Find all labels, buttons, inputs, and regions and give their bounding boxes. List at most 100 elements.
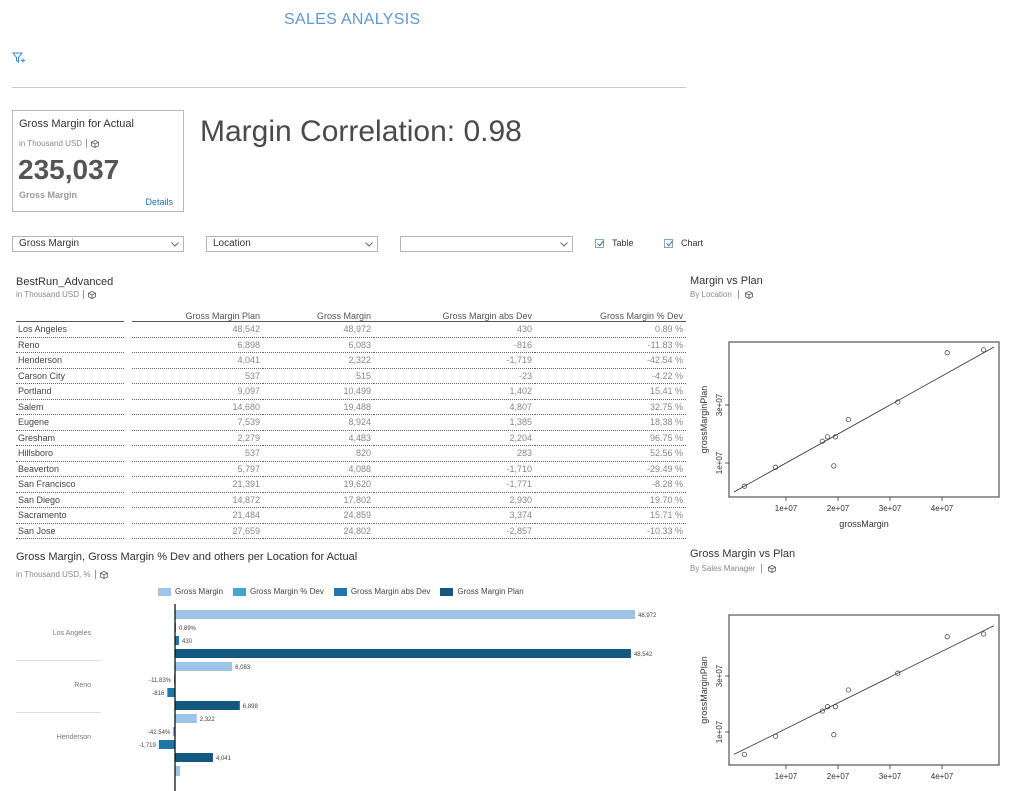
pct-dev-cell: 0.89 % bbox=[535, 321, 686, 338]
bar bbox=[175, 649, 631, 658]
chart-checkbox[interactable]: Chart bbox=[664, 238, 703, 248]
legend-item[interactable]: Gross Margin bbox=[158, 587, 223, 596]
abs-dev-cell: -23 bbox=[374, 368, 535, 384]
separator bbox=[83, 290, 84, 299]
column-header[interactable]: Gross Margin abs Dev bbox=[374, 306, 535, 322]
x-tick-label: 1e+07 bbox=[775, 504, 798, 513]
table-row[interactable]: San Francisco 21,391 19,620 -1,771 -8.28 % bbox=[16, 476, 686, 493]
table-row[interactable]: Carson City 537 515 -23 -4.22 % bbox=[16, 368, 686, 384]
details-link[interactable]: Details bbox=[145, 197, 173, 207]
location-cell: San Francisco bbox=[16, 476, 124, 493]
scatter-point bbox=[845, 416, 851, 423]
scatter-point bbox=[741, 483, 747, 489]
chevron-down-icon bbox=[365, 242, 373, 247]
table-row[interactable]: San Diego 14,872 17,802 2,930 19.70 % bbox=[16, 492, 686, 508]
kpi-unit-row: in Thousand USD bbox=[19, 139, 99, 148]
table-row[interactable]: Gresham 2,279 4,483 2,204 96.75 % bbox=[16, 430, 686, 446]
abs-dev-cell: 283 bbox=[374, 445, 535, 462]
location-cell: Reno bbox=[16, 337, 124, 353]
measure-select[interactable]: Gross Margin bbox=[12, 236, 184, 252]
table-row[interactable]: Los Angeles 48,542 48,972 430 0.89 % bbox=[16, 321, 686, 338]
legend-item[interactable]: Gross Margin % Dev bbox=[233, 587, 324, 596]
plan-cell: 6,898 bbox=[132, 337, 263, 353]
legend-item[interactable]: Gross Margin abs Dev bbox=[333, 587, 431, 596]
plan-cell: 21,391 bbox=[132, 476, 263, 493]
gross-margin-cell: 4,483 bbox=[263, 430, 374, 446]
bar bbox=[158, 740, 175, 749]
plan-cell: 4,041 bbox=[132, 352, 263, 369]
y-tick-label: 1e+07 bbox=[715, 720, 724, 743]
column-header[interactable]: Gross Margin % Dev bbox=[535, 306, 686, 322]
chart-checkbox-label: Chart bbox=[681, 238, 704, 248]
category-label: Henderson bbox=[56, 734, 91, 741]
bar-data-label: 0.89% bbox=[179, 626, 197, 632]
gross-margin-cell: 24,802 bbox=[263, 523, 374, 539]
scatter-point bbox=[773, 733, 779, 739]
table-title: BestRun_Advanced bbox=[16, 276, 114, 288]
legend-label: Gross Margin % Dev bbox=[250, 587, 324, 596]
bar-chart-legend[interactable]: Gross Margin Gross Margin % Dev Gross Marg… bbox=[158, 587, 524, 596]
legend-label: Gross Margin abs Dev bbox=[350, 587, 431, 596]
gross-margin-cell: 19,620 bbox=[263, 476, 374, 493]
scatter1-subtitle: By Location bbox=[690, 290, 732, 299]
checkbox-box bbox=[664, 238, 673, 248]
scatter-point bbox=[741, 751, 747, 757]
scatter-point bbox=[773, 464, 779, 470]
bar-data-label: 6,898 bbox=[243, 704, 259, 710]
kpi-tile[interactable]: Gross Margin for Actual in Thousand USD … bbox=[12, 110, 184, 212]
scatter2-subtitle: By Sales Manager bbox=[690, 564, 756, 573]
table-row[interactable]: Salem 14,680 19,488 4,807 32.75 % bbox=[16, 399, 686, 415]
table-row[interactable]: Portland 9,097 10,499 1,402 15.41 % bbox=[16, 383, 686, 400]
column-header[interactable]: Gross Margin bbox=[263, 306, 374, 322]
gross-margin-cell: 2,322 bbox=[263, 352, 374, 369]
dimension-select[interactable]: Location bbox=[206, 236, 378, 252]
model-icon bbox=[99, 570, 108, 579]
bar-data-label: 48,542 bbox=[634, 652, 653, 658]
table-row[interactable]: Eugene 7,539 8,924 1,385 18.38 % bbox=[16, 414, 686, 431]
pct-dev-cell: 18.38 % bbox=[535, 414, 686, 431]
table-row[interactable]: Hillsboro 537 820 283 52.56 % bbox=[16, 445, 686, 462]
scatter-point bbox=[825, 434, 831, 440]
bar-chart-unit: in Thousand USD, % bbox=[16, 570, 91, 579]
location-cell: Los Angeles bbox=[16, 321, 124, 338]
location-cell: San Diego bbox=[16, 492, 124, 508]
legend-swatch bbox=[233, 587, 247, 596]
legend-item[interactable]: Gross Margin Plan bbox=[440, 587, 524, 596]
abs-dev-cell: 4,807 bbox=[374, 399, 535, 415]
legend-swatch bbox=[333, 587, 347, 596]
column-header[interactable]: Gross Margin Plan bbox=[132, 306, 263, 322]
table-checkbox[interactable]: Table bbox=[595, 238, 634, 248]
table-row[interactable]: Sacramento 21,484 24,859 3,374 15.71 % bbox=[16, 507, 686, 524]
scatter-point bbox=[981, 347, 987, 353]
cell-gap bbox=[124, 368, 132, 384]
table-row[interactable]: Reno 6,898 6,083 -816 -11.83 % bbox=[16, 337, 686, 353]
filter-add-icon[interactable] bbox=[11, 52, 26, 65]
bar-data-label: 6,083 bbox=[235, 665, 251, 671]
table-row[interactable]: San Jose 27,659 24,802 -2,857 -10.33 % bbox=[16, 523, 686, 539]
category-label: Reno bbox=[74, 682, 91, 689]
bar-chart-unit-row: in Thousand USD, % bbox=[16, 570, 108, 579]
scatter-point bbox=[944, 350, 950, 356]
model-icon bbox=[88, 290, 96, 299]
model-icon bbox=[91, 139, 99, 148]
abs-dev-cell: -1,719 bbox=[374, 352, 535, 369]
bar bbox=[175, 753, 213, 762]
bar-chart-title: Gross Margin, Gross Margin % Dev and oth… bbox=[16, 551, 358, 563]
location-cell: Gresham bbox=[16, 430, 124, 446]
legend-swatch bbox=[158, 587, 171, 596]
bar-data-label: -11.83% bbox=[149, 678, 172, 684]
bar bbox=[167, 688, 175, 697]
scatter-point bbox=[819, 438, 825, 444]
table-row[interactable]: Beaverton 5,797 4,088 -1,710 -29.49 % bbox=[16, 461, 686, 477]
cell-gap bbox=[124, 415, 132, 431]
separator bbox=[737, 290, 739, 299]
third-select[interactable] bbox=[400, 236, 573, 252]
plan-cell: 27,659 bbox=[132, 523, 263, 539]
abs-dev-cell: 2,204 bbox=[374, 430, 535, 446]
bar bbox=[175, 662, 233, 671]
table-unit-row: in Thousand USD bbox=[16, 290, 96, 299]
scatter-point bbox=[895, 670, 901, 676]
pct-dev-cell: -10.33 % bbox=[535, 523, 686, 539]
scatter1-title: Margin vs Plan bbox=[690, 275, 763, 287]
table-row[interactable]: Henderson 4,041 2,322 -1,719 -42.54 % bbox=[16, 352, 686, 369]
